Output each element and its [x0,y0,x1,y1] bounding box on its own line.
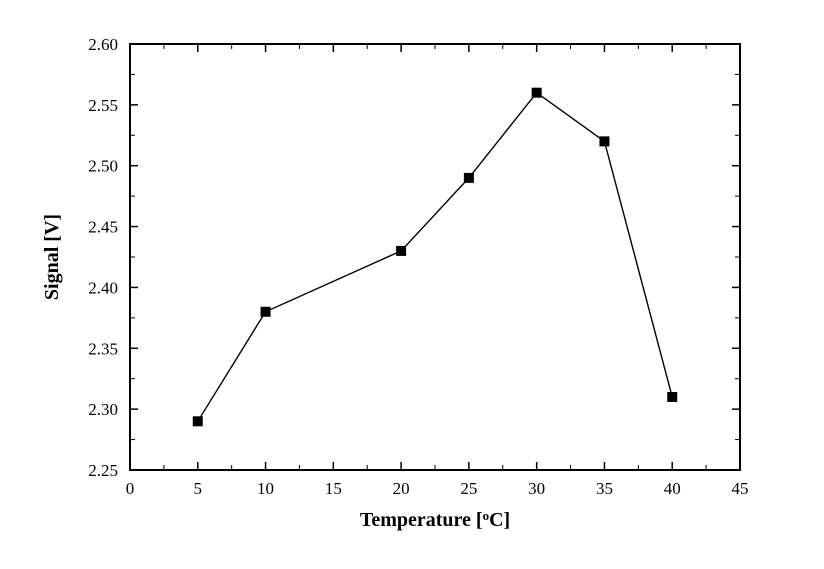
svg-text:5: 5 [194,479,203,498]
svg-text:10: 10 [257,479,274,498]
svg-text:2.50: 2.50 [88,157,118,176]
svg-text:2.45: 2.45 [88,218,118,237]
svg-text:2.55: 2.55 [88,96,118,115]
data-marker [261,307,270,316]
svg-text:2.30: 2.30 [88,400,118,419]
svg-text:2.35: 2.35 [88,339,118,358]
svg-text:35: 35 [596,479,613,498]
svg-text:2.60: 2.60 [88,35,118,54]
svg-text:40: 40 [664,479,681,498]
data-marker [397,246,406,255]
svg-text:45: 45 [732,479,749,498]
svg-text:30: 30 [528,479,545,498]
svg-text:15: 15 [325,479,342,498]
svg-text:2.25: 2.25 [88,461,118,480]
svg-text:20: 20 [393,479,410,498]
svg-text:2.40: 2.40 [88,278,118,297]
signal-vs-temperature-chart: 0 5 10 15 20 25 30 35 40 45 2.25 2.30 2.35 2.40 2.45 2.… [0,0,824,569]
data-marker [668,392,677,401]
svg-text:25: 25 [460,479,477,498]
svg-text:0: 0 [126,479,135,498]
data-marker [532,88,541,97]
y-axis-label: Signal [V] [41,214,63,300]
data-marker [193,417,202,426]
data-marker [464,173,473,182]
chart-container: 0 5 10 15 20 25 30 35 40 45 2.25 2.30 2.35 2.40 2.45 2.… [0,0,824,569]
data-marker [600,137,609,146]
